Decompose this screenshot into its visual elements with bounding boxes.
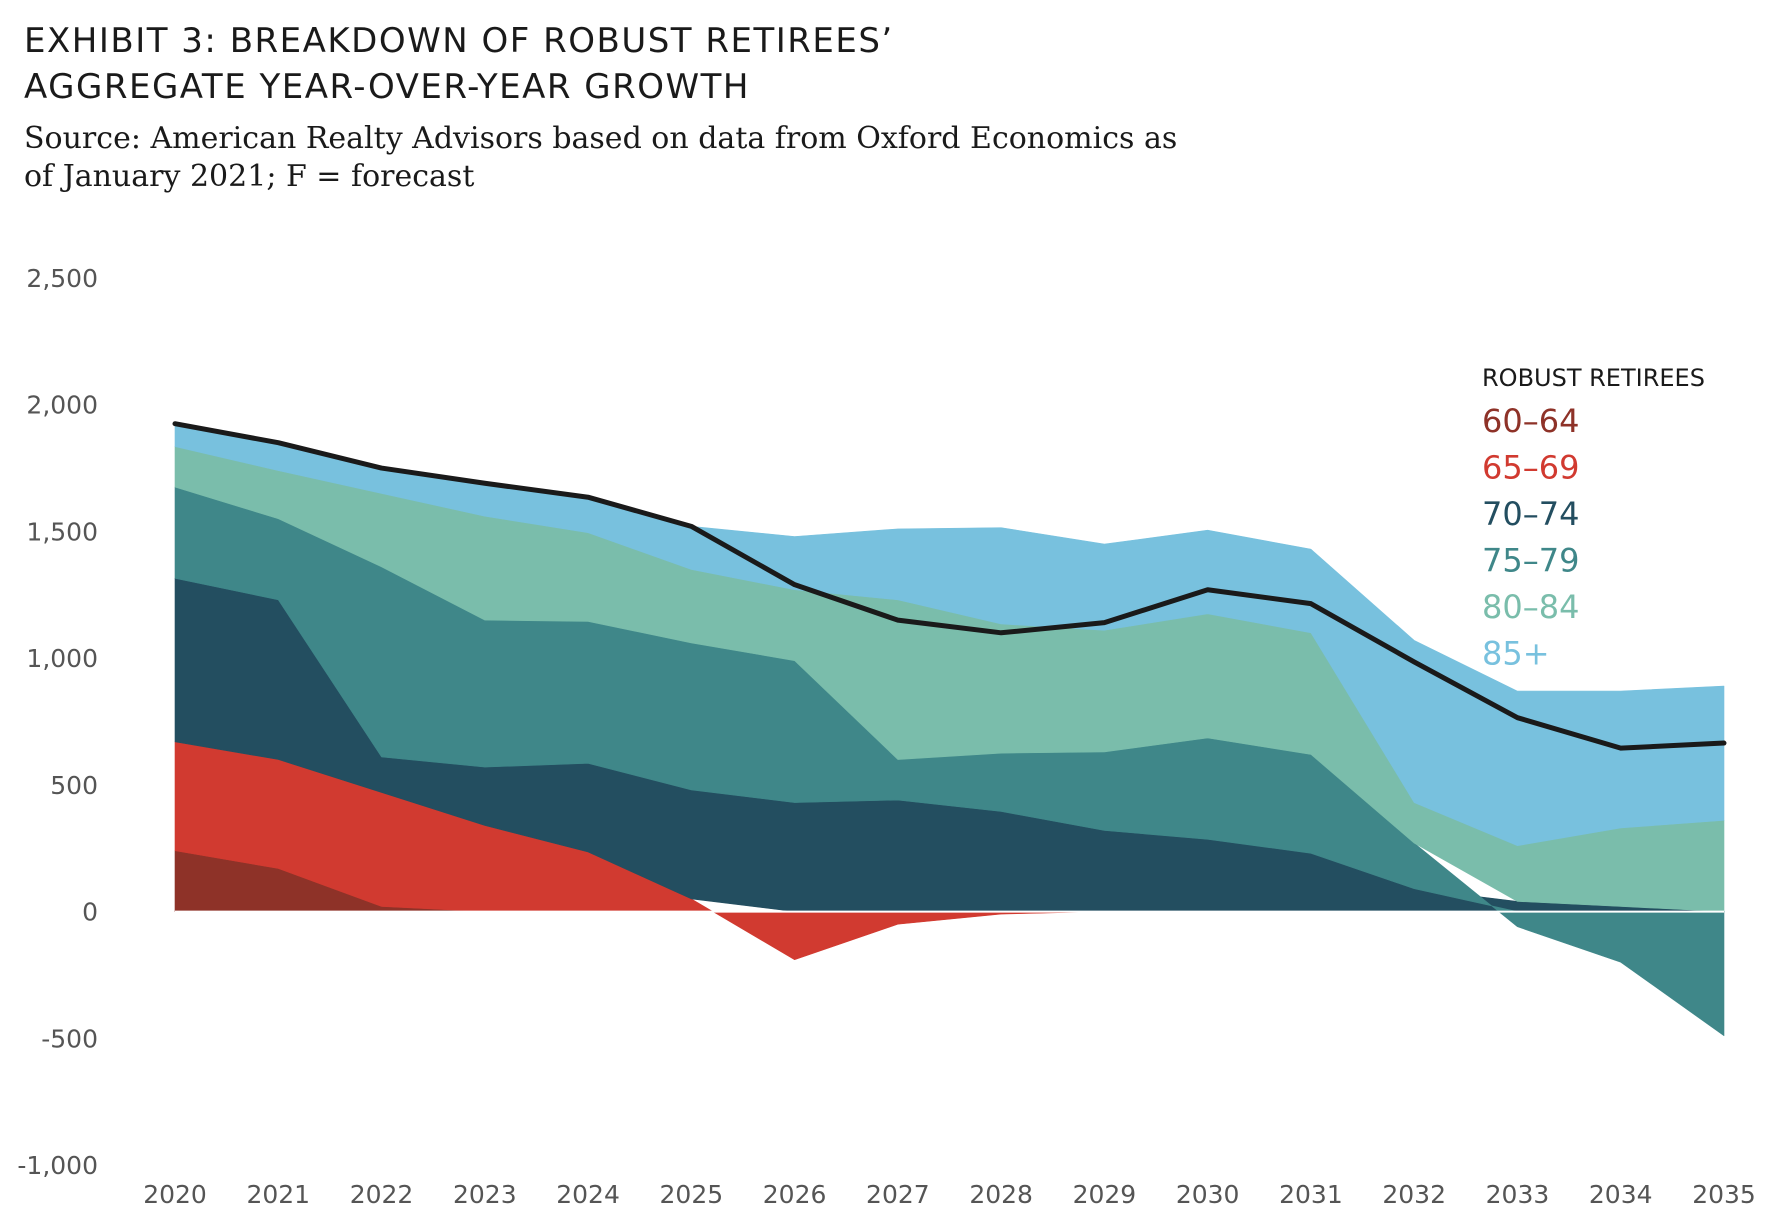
- y-tick-label: -500: [41, 1024, 98, 1053]
- x-tick-label: 2035: [1692, 1180, 1756, 1209]
- x-tick-label: 2026: [763, 1180, 827, 1209]
- legend: ROBUST RETIREES 60–64 65–69 70–74 75–79 80–84…: [1482, 364, 1705, 673]
- y-axis: 2,500 2,000 1,500 1,000 500 0 -500 -1,000: [17, 264, 98, 1180]
- x-tick-label: 2025: [660, 1180, 724, 1209]
- legend-item-65-69: 65–69: [1482, 449, 1579, 487]
- chart-source-line-1: Source: American Realty Advisors based o…: [24, 121, 1178, 156]
- y-tick-label: 0: [82, 898, 98, 927]
- x-tick-label: 2032: [1382, 1180, 1446, 1209]
- chart-title-line-2: AGGREGATE YEAR-OVER-YEAR GROWTH: [24, 67, 750, 107]
- total-line: [172, 421, 1727, 751]
- legend-title: ROBUST RETIREES: [1482, 364, 1705, 392]
- y-tick-label: 500: [50, 771, 98, 800]
- legend-item-75-79: 75–79: [1482, 542, 1579, 580]
- x-axis: 2020 2021 2022 2023 2024 2025 2026 2027 2028 2029…: [143, 1180, 1756, 1209]
- chart-title-line-1: EXHIBIT 3: BREAKDOWN OF ROBUST RETIREES’: [24, 21, 894, 61]
- x-tick-label: 2030: [1176, 1180, 1240, 1209]
- chart-source-note: Source: American Realty Advisors based o…: [24, 120, 1724, 196]
- chart-header: EXHIBIT 3: BREAKDOWN OF ROBUST RETIREES’…: [24, 18, 1724, 196]
- legend-item-85plus: 85+: [1482, 635, 1550, 673]
- x-tick-label: 2027: [866, 1180, 930, 1209]
- area-series-85plus: [174, 423, 1725, 846]
- chart-title: EXHIBIT 3: BREAKDOWN OF ROBUST RETIREES’…: [24, 18, 1724, 110]
- x-tick-label: 2028: [969, 1180, 1033, 1209]
- y-tick-label: 2,500: [26, 264, 98, 293]
- x-tick-label: 2033: [1486, 1180, 1550, 1209]
- legend-item-80-84: 80–84: [1482, 588, 1579, 626]
- y-tick-label: 1,000: [26, 644, 98, 673]
- x-tick-label: 2031: [1279, 1180, 1343, 1209]
- x-tick-label: 2022: [350, 1180, 414, 1209]
- chart-source-line-2: of January 2021; F = forecast: [24, 159, 475, 194]
- legend-item-60-64: 60–64: [1482, 402, 1579, 440]
- legend-item-70-74: 70–74: [1482, 495, 1579, 533]
- y-tick-label: 1,500: [26, 517, 98, 546]
- y-tick-label: -1,000: [17, 1151, 98, 1180]
- total-line-group: [172, 421, 1727, 751]
- x-tick-label: 2029: [1073, 1180, 1137, 1209]
- x-tick-label: 2021: [246, 1180, 310, 1209]
- y-tick-label: 2,000: [26, 391, 98, 420]
- x-tick-label: 2023: [453, 1180, 517, 1209]
- x-tick-label: 2034: [1589, 1180, 1653, 1209]
- x-tick-label: 2020: [143, 1180, 207, 1209]
- x-tick-label: 2024: [556, 1180, 620, 1209]
